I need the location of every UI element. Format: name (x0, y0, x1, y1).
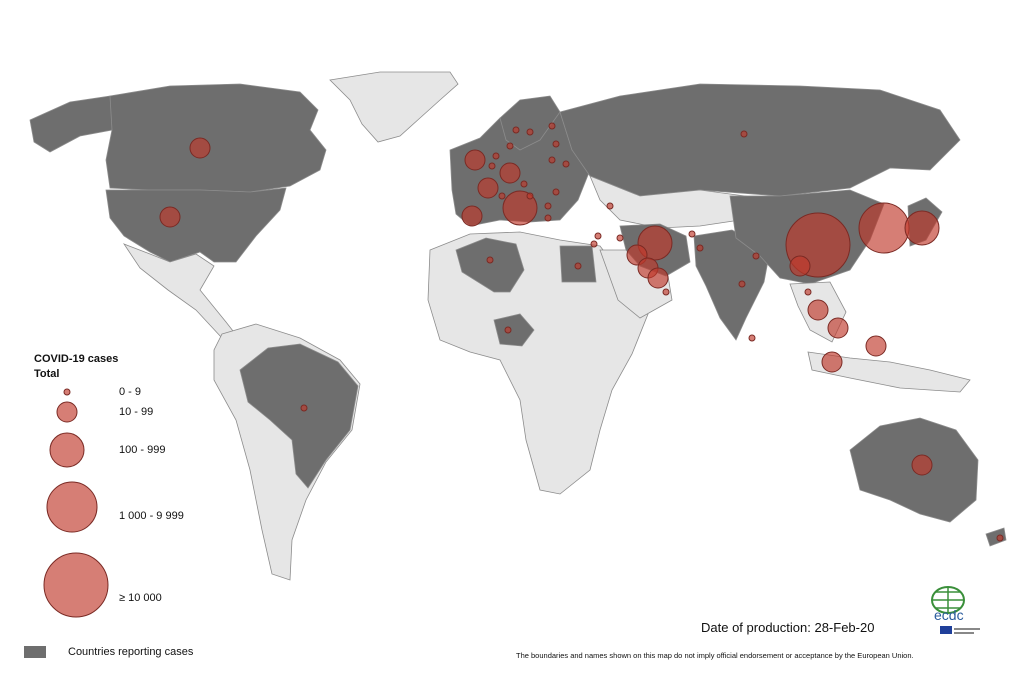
case-bubble-algeria (486, 256, 494, 264)
ecdc-logo: ecdc (926, 584, 986, 638)
case-bubble-egypt (574, 262, 582, 270)
reporting-country-swatch (24, 646, 46, 658)
case-bubble-pakistan (696, 244, 704, 252)
case-bubble-austria (520, 180, 528, 188)
disclaimer-text: The boundaries and names shown on this m… (516, 651, 914, 660)
case-bubble-united-kingdom (464, 149, 486, 171)
indonesia-shape (807, 351, 971, 393)
case-bubble-switzerland (498, 192, 506, 200)
case-bubble-south-korea (858, 202, 910, 254)
case-bubble-india (738, 280, 746, 288)
case-bubble-uae (647, 267, 669, 289)
production-date: Date of production: 28-Feb-20 (701, 620, 875, 635)
case-bubble-italy (502, 190, 538, 226)
case-bubble-belarus (562, 160, 570, 168)
greenland-shape (329, 71, 459, 143)
russia-shape (559, 83, 961, 197)
legend-title: COVID-19 cases (34, 353, 119, 365)
case-bubble-russia (740, 130, 748, 138)
legend-symbol-10000-plus (43, 552, 109, 618)
africa-shape (427, 231, 649, 495)
case-bubble-germany (499, 162, 521, 184)
land-layer (29, 71, 1007, 581)
case-bubble-lebanon (594, 232, 602, 240)
case-bubble-canada (189, 137, 211, 159)
case-bubble-finland (548, 122, 556, 130)
legend-symbol-1000-9999 (46, 481, 98, 533)
mexico-shape (122, 243, 241, 341)
algeria-shape (455, 237, 525, 293)
case-bubble-spain (461, 205, 483, 227)
legend-label-100-999: 100 - 999 (119, 444, 166, 456)
case-bubble-north-macedonia (544, 202, 552, 210)
legend-label-0-9: 0 - 9 (119, 386, 142, 398)
usa-shape (105, 187, 287, 263)
case-bubble-philippines (865, 335, 887, 357)
alaska-shape (29, 95, 121, 153)
legend-symbol-0-9 (63, 388, 71, 396)
case-bubble-lithuania (548, 156, 556, 164)
case-bubble-norway (512, 126, 520, 134)
legend-symbol-10-99 (56, 401, 78, 423)
legend-label-10000-plus: ≥ 10 000 (119, 592, 162, 604)
case-bubble-oman (662, 288, 670, 296)
case-bubble-sri-lanka (748, 334, 756, 342)
case-bubble-thailand (807, 299, 829, 321)
case-bubble-croatia (526, 192, 534, 200)
case-bubble-sweden (526, 128, 534, 136)
case-bubble-afghanistan (688, 230, 696, 238)
legend-label-10-99: 10 - 99 (119, 406, 154, 418)
legend-subtitle: Total (34, 368, 60, 380)
case-bubble-malaysia (827, 317, 849, 339)
central-asia-shape (589, 175, 761, 229)
case-bubble-israel (590, 240, 598, 248)
case-bubble-greece (544, 214, 552, 222)
case-bubble-singapore (821, 351, 843, 373)
globe-icon (931, 586, 965, 614)
reporting-country-label: Countries reporting cases (68, 646, 194, 658)
case-bubble-cambodia (804, 288, 812, 296)
legend-symbols (43, 388, 109, 618)
legend-label-1000-9999: 1 000 - 9 999 (119, 510, 184, 522)
case-bubble-netherlands (492, 152, 500, 160)
case-bubble-nepal (752, 252, 760, 260)
new-zealand-shape (985, 527, 1007, 547)
case-bubble-georgia (606, 202, 614, 210)
case-bubble-estonia (552, 140, 560, 148)
case-bubble-brazil (300, 404, 308, 412)
case-bubble-romania (552, 188, 560, 196)
case-bubbles (159, 122, 1004, 542)
case-bubble-denmark (506, 142, 514, 150)
case-bubble-vietnam (789, 255, 811, 277)
brazil-shape (239, 343, 359, 489)
case-bubble-australia (911, 454, 933, 476)
case-bubble-united-states (159, 206, 181, 228)
case-bubble-new-zealand (996, 534, 1004, 542)
case-bubble-japan (904, 210, 940, 246)
legend-symbol-100-999 (49, 432, 85, 468)
case-bubble-belgium (488, 162, 496, 170)
case-bubble-nigeria (504, 326, 512, 334)
nigeria-shape (493, 313, 535, 347)
case-bubble-iraq (616, 234, 624, 242)
logo-text: ecdc (934, 607, 964, 623)
canada-shape (105, 83, 327, 193)
case-bubble-france (477, 177, 499, 199)
